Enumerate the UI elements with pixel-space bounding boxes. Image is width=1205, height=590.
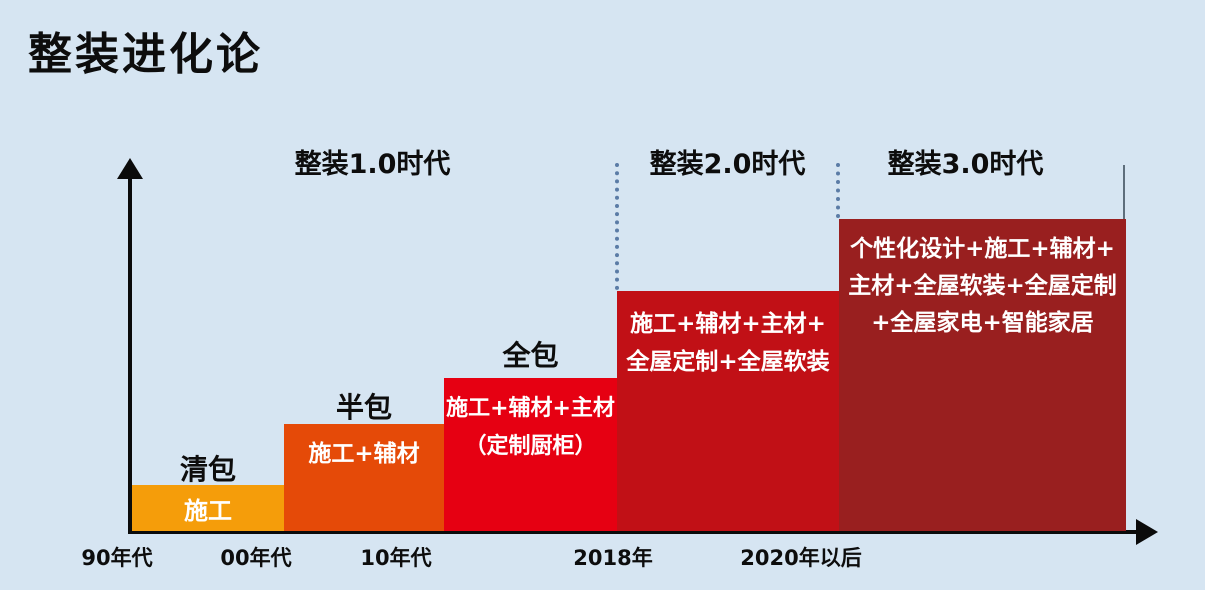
bar-stage-4: 施工+辅材+主材+ 全屋定制+全屋软装 [617, 291, 839, 531]
era-label-2.0: 整装2.0时代 [649, 149, 806, 180]
x-axis-line [128, 530, 1138, 534]
bar-stage-5-text-line3: +全屋家电+智能家居 [871, 310, 1094, 336]
bar-stage-2-text: 施工+辅材 [308, 441, 420, 467]
bar-stage-5-text-line1: 个性化设计+施工+辅材+ [850, 236, 1115, 262]
bar-stage-1: 施工 [132, 485, 284, 531]
x-axis-label-10s: 10年代 [360, 546, 432, 570]
bar-stage-4-text-line1: 施工+辅材+主材+ [630, 311, 826, 337]
bar-stage-3-text-line1: 施工+辅材+主材 [446, 396, 615, 421]
era-label-1.0: 整装1.0时代 [294, 149, 451, 180]
era3-end-tick-line [1123, 165, 1125, 219]
bar-stage-5-text-line2: 主材+全屋软装+全屋定制 [848, 273, 1117, 299]
x-axis-label-2020-plus: 2020年以后 [740, 546, 862, 570]
x-axis-label-2018: 2018年 [573, 546, 653, 570]
x-axis-label-90s: 90年代 [81, 546, 153, 570]
x-axis-label-00s: 00年代 [220, 546, 292, 570]
x-axis-arrowhead-icon [1136, 519, 1158, 545]
bar-stage-3: 施工+辅材+主材 （定制厨柜） [444, 378, 617, 531]
era-divider-dotted-line-1 [615, 163, 619, 290]
y-axis-line [128, 176, 132, 533]
y-axis-arrowhead-icon [117, 158, 143, 179]
bar-stage-2: 施工+辅材 [284, 424, 444, 531]
bar-stage-1-text: 施工 [184, 496, 232, 525]
stage-label-qingbao: 清包 [179, 453, 236, 486]
stage-label-banbao: 半包 [335, 391, 392, 424]
era-label-3.0: 整装3.0时代 [887, 149, 1044, 180]
stage-label-quanbao: 全包 [502, 339, 559, 372]
bar-stage-3-text-line2: （定制厨柜） [464, 434, 597, 459]
bar-stage-5: 个性化设计+施工+辅材+ 主材+全屋软装+全屋定制 +全屋家电+智能家居 [839, 219, 1126, 531]
bar-stage-4-text-line2: 全屋定制+全屋软装 [626, 349, 830, 375]
page-title: 整装进化论 [28, 29, 263, 80]
era-divider-dotted-line-2 [836, 163, 840, 218]
